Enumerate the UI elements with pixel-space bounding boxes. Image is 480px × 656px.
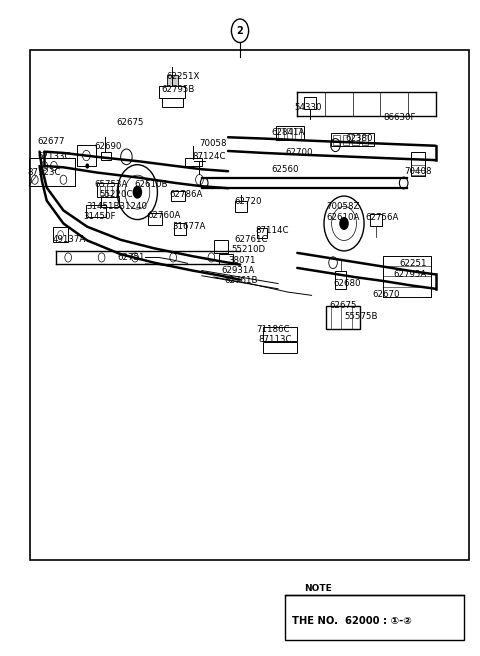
Bar (100, 186, 105, 195)
Bar (53, 228, 68, 242)
Text: 62795A: 62795A (394, 270, 427, 279)
Bar (108, 186, 112, 195)
Bar (101, 197, 119, 207)
Bar (285, 594, 464, 640)
Bar (336, 270, 346, 289)
Text: 70408: 70408 (405, 167, 432, 176)
Bar (295, 128, 301, 138)
Bar (263, 342, 297, 353)
Text: 62560: 62560 (271, 165, 299, 174)
Circle shape (339, 217, 349, 230)
Bar (326, 306, 360, 329)
Bar (159, 87, 185, 98)
Bar (218, 253, 233, 264)
Text: 62760A: 62760A (147, 211, 180, 220)
Bar (352, 135, 359, 145)
Circle shape (85, 163, 89, 169)
Text: 87123C: 87123C (28, 168, 61, 177)
Bar (214, 240, 228, 253)
Bar (30, 51, 469, 560)
Bar (148, 213, 162, 225)
Bar (171, 191, 185, 201)
Text: 54330: 54330 (295, 103, 323, 112)
Text: 55210D: 55210D (231, 245, 265, 254)
Text: 62786A: 62786A (169, 190, 203, 199)
Circle shape (132, 186, 142, 199)
Bar (333, 135, 340, 145)
Bar (162, 98, 183, 107)
Bar (331, 133, 373, 146)
Text: 31677A: 31677A (172, 222, 205, 232)
Bar (86, 205, 107, 217)
Bar (411, 152, 425, 176)
Bar (287, 128, 292, 138)
Text: 62761C: 62761C (234, 236, 268, 244)
Text: 87124C: 87124C (192, 152, 226, 161)
Text: 62795B: 62795B (161, 85, 194, 94)
Bar (257, 228, 267, 238)
Bar (235, 201, 247, 212)
Text: THE NO.  62000 : ①-②: THE NO. 62000 : ①-② (292, 616, 412, 626)
Bar (77, 145, 96, 166)
Bar (370, 215, 382, 226)
Text: 62720: 62720 (234, 197, 262, 207)
Text: 62610A: 62610A (326, 213, 359, 222)
Text: 62751: 62751 (117, 253, 144, 262)
Text: 62675: 62675 (116, 117, 144, 127)
Text: 62251: 62251 (400, 260, 427, 268)
Bar (97, 183, 118, 197)
Bar (174, 224, 186, 236)
Bar (276, 125, 304, 140)
Bar (362, 135, 368, 145)
Bar (343, 135, 349, 145)
Text: 55575B: 55575B (344, 312, 378, 321)
Text: 62133C: 62133C (37, 152, 71, 161)
Bar (304, 96, 316, 108)
Bar (278, 128, 284, 138)
Text: 62680: 62680 (333, 279, 360, 288)
Text: NOTE: NOTE (304, 584, 332, 593)
Bar (101, 152, 111, 160)
Text: 31450F: 31450F (84, 213, 116, 222)
Text: 87114C: 87114C (255, 226, 289, 234)
Text: 70058: 70058 (199, 138, 227, 148)
Text: 62610B: 62610B (134, 180, 168, 189)
Text: 62677: 62677 (37, 137, 65, 146)
Text: 86630F: 86630F (383, 113, 416, 122)
Bar (263, 327, 297, 341)
Text: 65753A: 65753A (95, 180, 128, 189)
Text: 49137A: 49137A (53, 235, 86, 243)
Text: 62675: 62675 (330, 300, 357, 310)
Text: 62700: 62700 (285, 148, 313, 157)
Bar (185, 158, 202, 166)
Text: 55220C: 55220C (99, 190, 132, 199)
Bar (167, 75, 178, 87)
Text: 38071: 38071 (228, 256, 255, 265)
Text: 87113C: 87113C (258, 335, 292, 344)
Text: 71186C: 71186C (257, 325, 290, 334)
Text: 62251X: 62251X (166, 72, 199, 81)
Text: 70058Z: 70058Z (326, 202, 359, 211)
Text: 62841A: 62841A (271, 127, 304, 136)
Text: 2: 2 (237, 26, 243, 36)
Text: 62690: 62690 (95, 142, 122, 151)
Text: 31451B31240: 31451B31240 (86, 202, 147, 211)
Text: 62931A: 62931A (222, 266, 255, 275)
Text: 62756A: 62756A (365, 213, 398, 222)
Text: 62670: 62670 (372, 289, 400, 298)
Text: 62380: 62380 (345, 134, 372, 143)
Text: 62761B: 62761B (225, 276, 258, 285)
